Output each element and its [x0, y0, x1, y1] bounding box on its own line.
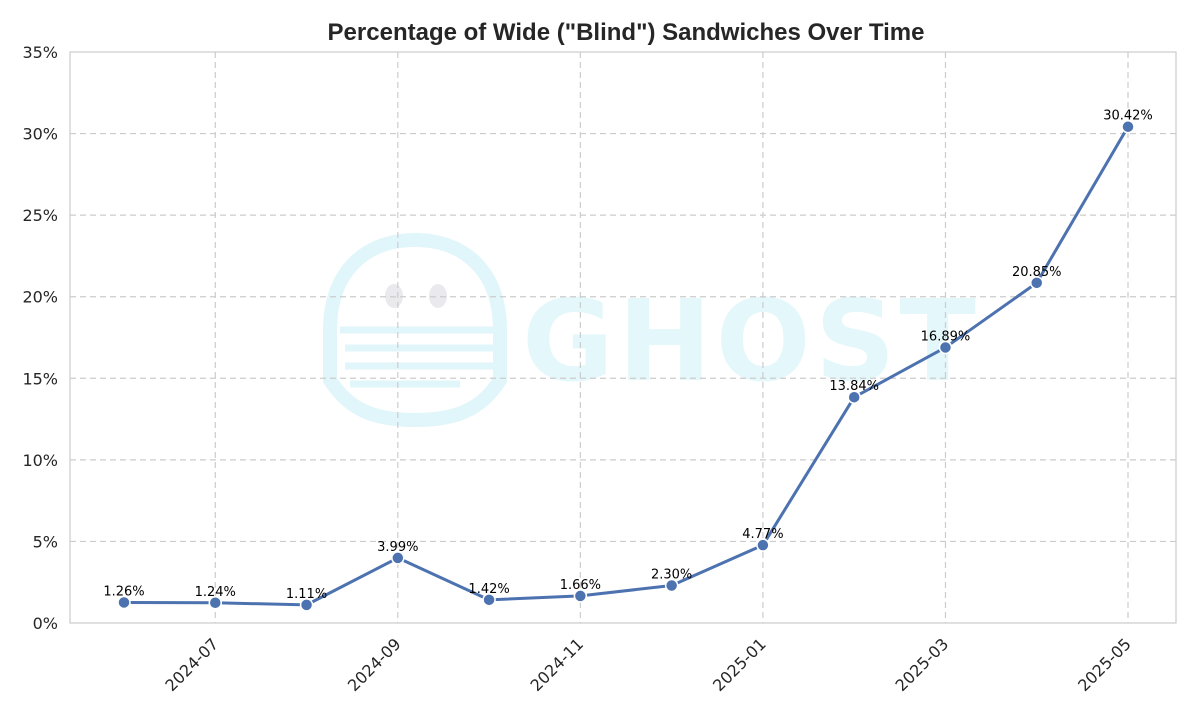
data-label: 1.24% [195, 585, 236, 600]
y-tick-label: 0% [33, 614, 58, 633]
data-point [756, 538, 770, 552]
series [117, 119, 1135, 612]
ghost-logo-icon [323, 232, 507, 428]
x-tick-label: 2025-01 [709, 634, 770, 695]
y-tick-label: 10% [22, 451, 58, 470]
y-tick-label: 35% [22, 43, 58, 62]
data-label: 20.85% [1012, 265, 1062, 280]
data-label: 2.30% [651, 567, 692, 582]
data-point [573, 589, 588, 603]
data-label: 1.42% [468, 582, 509, 597]
data-point [117, 595, 131, 610]
data-point [1121, 119, 1135, 134]
data-label: 13.84% [829, 379, 879, 394]
watermark-text: GHOST [522, 277, 980, 407]
data-point [299, 598, 314, 612]
data-point [847, 390, 861, 404]
series-line [123, 125, 1130, 607]
data-point [664, 578, 679, 593]
watermark: GHOST [323, 232, 980, 428]
data-point [391, 551, 405, 565]
x-tick-label: 2024-09 [344, 634, 405, 695]
data-label: 4.77% [742, 527, 783, 542]
x-tick-label: 2025-05 [1074, 634, 1135, 695]
data-point [938, 340, 953, 355]
y-tick-label: 5% [33, 532, 58, 551]
data-label: 30.42% [1103, 109, 1153, 124]
x-tick-label: 2024-11 [526, 634, 587, 695]
x-tick-label: 2024-07 [161, 634, 222, 695]
data-label: 1.66% [560, 578, 601, 593]
data-point [208, 596, 223, 610]
y-tick-label: 25% [22, 206, 58, 225]
data-label: 16.89% [921, 329, 971, 344]
grid [70, 52, 1176, 623]
x-tick-label: 2025-03 [892, 634, 953, 695]
chart-title: Percentage of Wide ("Blind") Sandwiches … [328, 19, 925, 46]
data-point [1029, 276, 1044, 290]
data-label: 1.26% [103, 584, 144, 599]
data-point [482, 593, 496, 607]
y-axis: 0% 5% 10% 15% 20% 25% 30% 35% [22, 43, 58, 633]
y-tick-label: 15% [22, 369, 58, 388]
data-labels: 1.26% 1.24% 1.11% 3.99% 1.42% 1.66% 2.30% 4.77%… [103, 109, 1152, 602]
data-label: 1.11% [286, 587, 327, 602]
x-axis: 2024-07 2024-09 2024-11 2025-01 2025-03 2025-… [161, 634, 1134, 695]
plot-area [69, 51, 1177, 624]
y-tick-label: 20% [22, 288, 58, 307]
y-tick-label: 30% [22, 125, 58, 144]
data-label: 3.99% [377, 540, 418, 555]
